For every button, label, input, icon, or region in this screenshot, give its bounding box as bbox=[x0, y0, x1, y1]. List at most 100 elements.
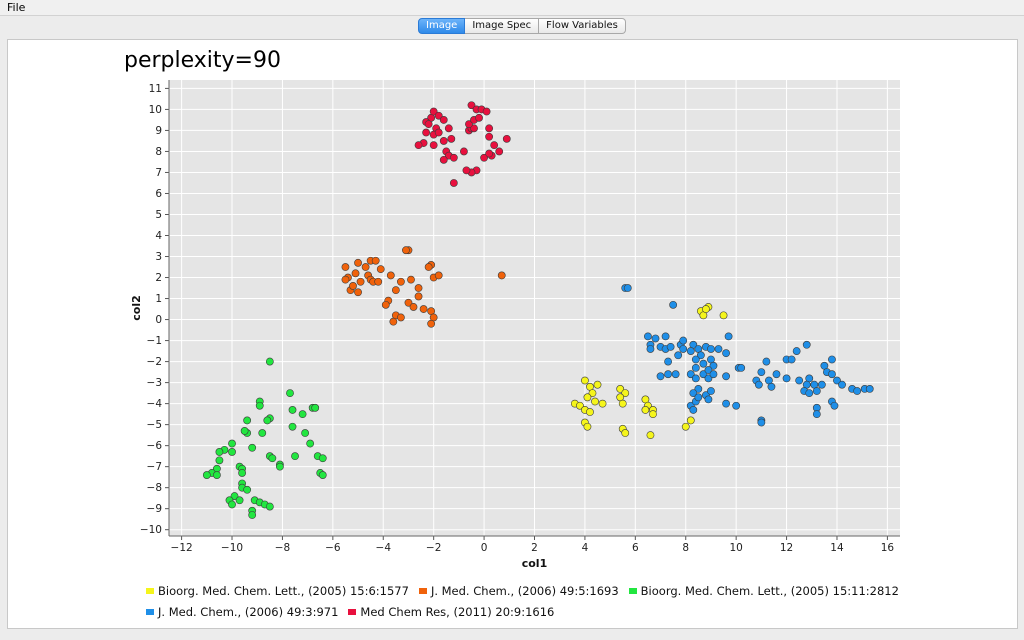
y-tick-label: 8 bbox=[155, 146, 162, 158]
x-tick-label: −12 bbox=[171, 542, 193, 554]
data-point bbox=[439, 116, 448, 124]
y-tick-label: −10 bbox=[140, 524, 162, 536]
data-point bbox=[298, 410, 307, 419]
data-point bbox=[767, 382, 776, 391]
x-axis-label: col1 bbox=[522, 557, 548, 570]
data-point bbox=[702, 305, 710, 313]
y-tick-label: 0 bbox=[155, 314, 162, 326]
data-point bbox=[828, 355, 836, 364]
data-point bbox=[719, 311, 728, 320]
legend-label: J. Med. Chem., (2006) 49:3:971 bbox=[158, 605, 339, 619]
data-point bbox=[644, 332, 652, 341]
x-tick-label: −2 bbox=[426, 542, 441, 554]
data-point bbox=[586, 408, 594, 416]
data-point bbox=[265, 357, 274, 366]
data-point bbox=[389, 317, 398, 326]
y-tick-label: 10 bbox=[149, 104, 162, 116]
data-point bbox=[681, 422, 690, 431]
data-point bbox=[754, 380, 763, 389]
data-point bbox=[671, 370, 680, 379]
data-point bbox=[591, 397, 599, 406]
file-menu[interactable]: File bbox=[7, 1, 26, 14]
x-tick-label: −10 bbox=[221, 542, 243, 554]
y-tick-label: 3 bbox=[155, 251, 162, 263]
data-point bbox=[691, 363, 700, 372]
data-point bbox=[621, 389, 630, 398]
data-point bbox=[482, 107, 491, 116]
data-point bbox=[707, 387, 715, 395]
legend-item: J. Med. Chem., (2006) 49:5:1693 bbox=[418, 584, 619, 598]
data-point bbox=[649, 410, 657, 419]
legend-row: J. Med. Chem., (2006) 49:3:971 Med Chem R… bbox=[146, 605, 564, 619]
y-tick-label: −3 bbox=[147, 377, 162, 389]
data-point bbox=[686, 347, 695, 355]
tab-image[interactable]: Image bbox=[418, 18, 466, 34]
data-point bbox=[434, 128, 443, 137]
y-tick-label: 5 bbox=[155, 209, 162, 221]
data-point bbox=[666, 342, 675, 351]
data-point bbox=[424, 120, 433, 129]
x-tick-label: 4 bbox=[582, 542, 589, 554]
data-point bbox=[656, 372, 665, 381]
data-point bbox=[404, 298, 413, 307]
y-tick-label: −4 bbox=[147, 398, 163, 410]
data-point bbox=[409, 303, 418, 311]
data-point bbox=[215, 456, 224, 465]
data-point bbox=[419, 305, 428, 313]
data-point bbox=[386, 271, 395, 280]
data-point bbox=[202, 471, 211, 479]
data-point bbox=[699, 359, 708, 368]
data-point bbox=[212, 471, 221, 479]
legend-label: Bioorg. Med. Chem. Lett., (2005) 15:11:2… bbox=[640, 584, 899, 598]
data-point bbox=[243, 485, 252, 494]
data-point bbox=[732, 401, 741, 410]
data-point bbox=[792, 347, 801, 355]
data-point bbox=[311, 403, 320, 412]
data-point bbox=[616, 385, 625, 393]
data-point bbox=[439, 137, 448, 145]
data-point bbox=[661, 332, 670, 341]
data-point bbox=[286, 389, 294, 398]
data-point bbox=[623, 284, 632, 292]
data-point bbox=[694, 393, 703, 402]
data-point bbox=[354, 288, 362, 297]
tab-flow-variables[interactable]: Flow Variables bbox=[539, 18, 626, 34]
data-point bbox=[853, 387, 862, 395]
y-tick-label: −2 bbox=[147, 356, 162, 368]
data-point bbox=[318, 454, 327, 463]
legend-swatch bbox=[146, 609, 154, 615]
data-point bbox=[243, 416, 252, 425]
data-point bbox=[306, 439, 315, 448]
x-tick-label: 16 bbox=[881, 542, 895, 554]
legend-row: Bioorg. Med. Chem. Lett., (2005) 15:6:15… bbox=[146, 584, 909, 598]
data-point bbox=[707, 345, 715, 353]
data-point bbox=[349, 282, 357, 290]
data-point bbox=[575, 401, 584, 410]
data-point bbox=[424, 263, 433, 271]
scatter-chart: perplexity=90−12 −10 −8 −6 −4 −2 0 2 4 6 8 10 12 14 16… bbox=[124, 48, 900, 570]
data-point bbox=[828, 370, 836, 379]
data-point bbox=[429, 107, 438, 116]
data-point bbox=[737, 363, 746, 372]
data-point bbox=[805, 389, 814, 398]
data-point bbox=[248, 443, 257, 452]
tab-image-spec[interactable]: Image Spec bbox=[465, 18, 540, 34]
y-axis-label: col2 bbox=[130, 295, 143, 321]
legend-swatch bbox=[146, 588, 154, 594]
data-point bbox=[230, 492, 239, 500]
data-point bbox=[447, 134, 456, 143]
data-point bbox=[228, 439, 236, 448]
data-point bbox=[664, 357, 672, 366]
data-point bbox=[475, 113, 483, 122]
data-point bbox=[838, 380, 846, 389]
data-point bbox=[318, 471, 327, 479]
data-point bbox=[724, 332, 733, 341]
x-tick-label: 12 bbox=[780, 542, 793, 554]
data-point bbox=[255, 401, 264, 410]
x-tick-label: 10 bbox=[729, 542, 742, 554]
data-point bbox=[444, 124, 453, 133]
data-point bbox=[291, 452, 299, 461]
data-point bbox=[782, 374, 791, 383]
y-tick-label: −8 bbox=[147, 482, 162, 494]
data-point bbox=[833, 376, 841, 385]
